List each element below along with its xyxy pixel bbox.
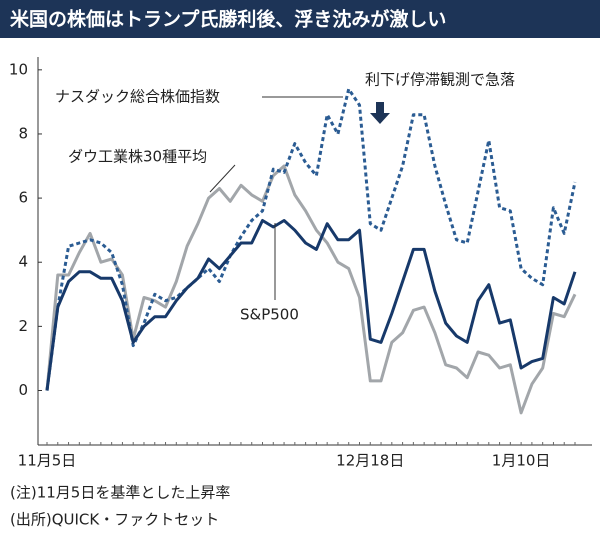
legend-label: ナスダック総合株価指数: [55, 88, 220, 106]
y-tick-label: 0: [18, 381, 28, 399]
series-line: [45, 164, 577, 415]
y-tick-label: 8: [18, 124, 28, 142]
title-banner: [0, 0, 600, 38]
note: (注)11月5日を基準とした上昇率: [10, 484, 230, 502]
annotation-arrow: [370, 102, 390, 124]
series-line: [45, 87, 577, 391]
y-tick-label: 4: [18, 253, 28, 271]
legend-label: S&P500: [240, 306, 299, 324]
chart-title: 米国の株価はトランプ氏勝利後、浮き沈みが激しい: [10, 8, 446, 31]
series-line: [45, 219, 577, 391]
y-tick-label: 6: [18, 189, 28, 207]
x-tick-label: 11月5日: [18, 452, 77, 470]
legend-label: ダウ工業株30種平均: [68, 148, 207, 166]
x-tick-label: 1月10日: [492, 452, 551, 470]
y-tick-label: 10: [9, 60, 28, 78]
y-tick-label: 2: [18, 317, 28, 335]
annotation: 利下げ停滞観測で急落: [365, 71, 515, 89]
x-tick-label: 12月18日: [336, 452, 404, 470]
source: (出所)QUICK・ファクトセット: [10, 511, 219, 529]
leader-line: [209, 164, 236, 193]
